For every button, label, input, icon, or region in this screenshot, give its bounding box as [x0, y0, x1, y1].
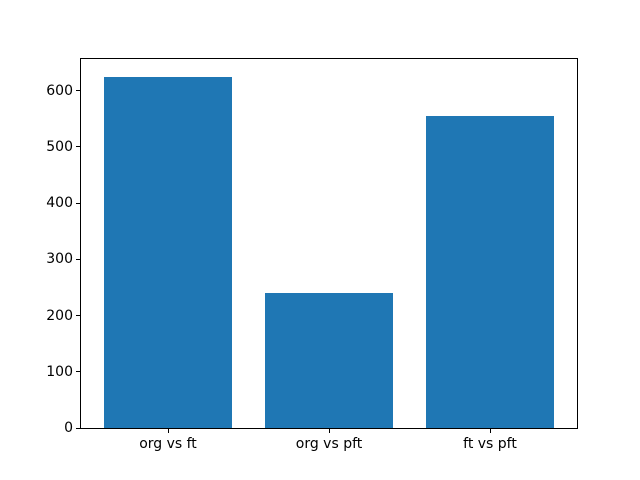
x-tick-label: org vs pft	[295, 436, 363, 452]
y-tick-mark	[76, 90, 80, 92]
y-tick-mark	[76, 427, 80, 429]
x-tick-label: ft vs pft	[463, 436, 517, 452]
x-tick-mark	[328, 429, 330, 433]
y-tick-label: 200	[46, 307, 73, 324]
y-tick-label: 300	[46, 251, 73, 268]
y-tick-mark	[76, 315, 80, 316]
bar-ft-vs-pft	[425, 115, 555, 428]
bar-org-vs-pft	[264, 292, 394, 428]
y-tick-label: 0	[64, 420, 73, 436]
x-tick-mark	[489, 429, 491, 433]
y-tick-label: 400	[46, 195, 73, 212]
y-tick-label: 500	[46, 138, 73, 155]
y-tick-mark	[76, 258, 80, 260]
y-tick-label: 600	[46, 82, 73, 99]
x-tick-mark	[167, 429, 169, 433]
x-tick-label: org vs ft	[139, 436, 197, 452]
y-tick-mark	[76, 146, 80, 148]
plot-area: org vs ft org vs pft ft vs pft 0 100 200 300 40…	[46, 58, 578, 452]
y-tick-mark	[76, 371, 80, 373]
bar-org-vs-ft	[103, 76, 233, 428]
y-tick-label: 100	[46, 363, 73, 380]
y-tick-mark	[76, 202, 80, 204]
